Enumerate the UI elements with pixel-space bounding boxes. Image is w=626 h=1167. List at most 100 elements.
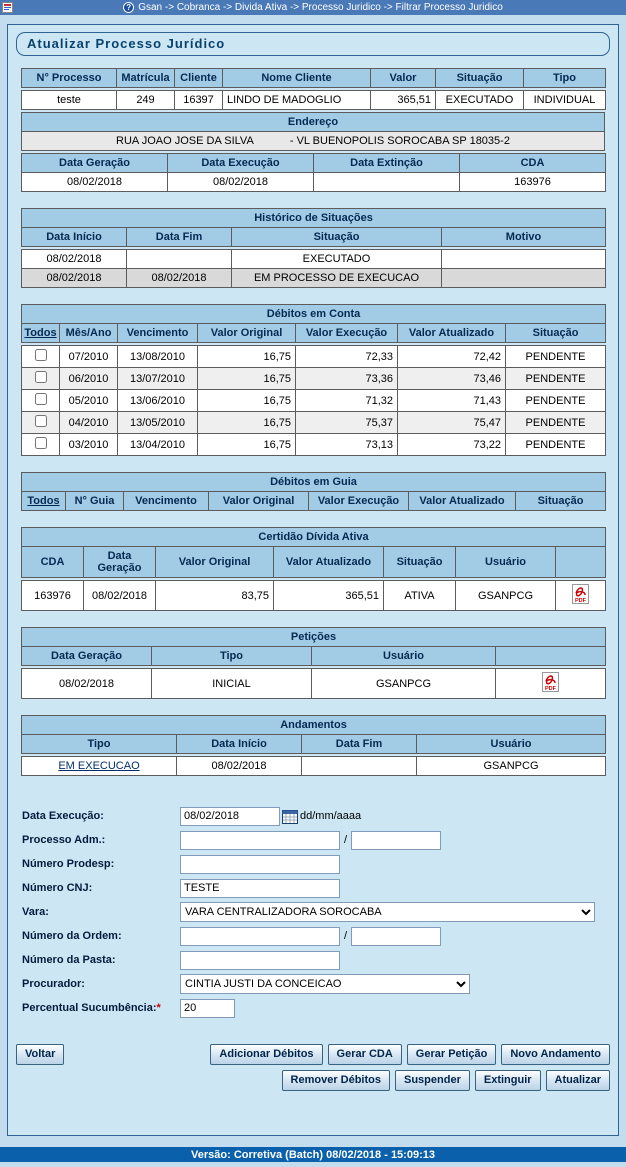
numero-pasta-input[interactable] bbox=[180, 950, 340, 970]
table-row: 08/02/2018 INICIAL GSANPCG PDF bbox=[21, 668, 606, 699]
historico-header-table: Histórico de Situações Data Início Data … bbox=[20, 208, 607, 247]
section-title: Andamentos bbox=[21, 715, 606, 735]
matricula-cell: 249 bbox=[116, 90, 175, 110]
valor-atualizado-cell: 72,42 bbox=[397, 345, 506, 368]
col-header: Tipo bbox=[21, 734, 177, 754]
process-dates-table: Data Geração Data Execução Data Extinção… bbox=[21, 153, 606, 192]
numero-ordem-input-1[interactable] bbox=[180, 926, 340, 946]
version-text: Versão: Corretiva (Batch) 08/02/2018 - 1… bbox=[191, 1148, 435, 1161]
process-summary-section: N° Processo Matrícula Cliente Nome Clien… bbox=[21, 68, 606, 192]
debitos-conta-header-table: Débitos em Conta Todos Mês/Ano Venciment… bbox=[20, 304, 607, 343]
col-header: CDA bbox=[21, 546, 84, 578]
valor-execucao-cell: 73,13 bbox=[295, 433, 398, 456]
required-mark: * bbox=[156, 1002, 161, 1014]
data-fim-cell: 08/02/2018 bbox=[126, 268, 232, 288]
data-execucao-input[interactable] bbox=[180, 806, 280, 826]
extinguir-button[interactable]: Extinguir bbox=[474, 1070, 541, 1091]
col-header: Vencimento bbox=[117, 323, 198, 343]
col-header: Situação bbox=[435, 68, 524, 88]
mes-ano-cell: 03/2010 bbox=[59, 433, 118, 456]
form-row-data-execucao: Data Execução: dd/mm/aaaa bbox=[22, 806, 608, 826]
historico-section: Histórico de Situações Data Início Data … bbox=[20, 208, 607, 288]
table-row: 07/2010 13/08/2010 16,75 72,33 72,42 PEN… bbox=[21, 345, 606, 368]
situacao-cell: PENDENTE bbox=[505, 411, 606, 434]
situacao-cell: PENDENTE bbox=[505, 389, 606, 412]
col-header: Cliente bbox=[174, 68, 223, 88]
pdf-icon[interactable]: PDF bbox=[541, 672, 560, 692]
form-row-processo-adm: Processo Adm.: / bbox=[22, 830, 608, 850]
field-label: Número Prodesp: bbox=[22, 858, 115, 870]
data-execucao-cell: 08/02/2018 bbox=[167, 172, 314, 192]
date-format-hint: dd/mm/aaaa bbox=[300, 810, 362, 822]
col-header: Situação bbox=[231, 227, 442, 247]
svg-text:PDF: PDF bbox=[545, 686, 557, 692]
col-header: Data Extinção bbox=[313, 153, 460, 173]
debito-conta-checkbox[interactable] bbox=[34, 415, 47, 427]
numero-processo-cell: teste bbox=[21, 90, 117, 110]
percentual-sucumbencia-input[interactable] bbox=[180, 998, 235, 1018]
update-form: Data Execução: dd/mm/aaaa Processo Adm.:… bbox=[22, 806, 608, 1018]
voltar-button[interactable]: Voltar bbox=[16, 1044, 65, 1065]
col-header: Vencimento bbox=[123, 491, 209, 511]
numero-ordem-input-2[interactable] bbox=[351, 926, 442, 946]
select-all-debitos-guia-link[interactable]: Todos bbox=[27, 495, 60, 507]
situacao-cell: PENDENTE bbox=[505, 367, 606, 390]
debitos-guia-section: Débitos em Guia Todos N° Guia Vencimento… bbox=[20, 472, 607, 511]
debito-conta-checkbox[interactable] bbox=[34, 393, 47, 405]
col-header: Valor Original bbox=[155, 546, 274, 578]
numero-cnj-input[interactable] bbox=[180, 878, 340, 898]
data-inicio-cell: 08/02/2018 bbox=[21, 249, 127, 269]
col-header: N° Guia bbox=[65, 491, 124, 511]
numero-prodesp-input[interactable] bbox=[180, 854, 340, 874]
mes-ano-cell: 06/2010 bbox=[59, 367, 118, 390]
field-label: Procurador: bbox=[22, 978, 85, 990]
usuario-cell: GSANPCG bbox=[455, 580, 556, 611]
valor-original-cell: 16,75 bbox=[197, 433, 296, 456]
debito-conta-checkbox[interactable] bbox=[34, 349, 47, 361]
endereco-table: Endereço RUA JOAO JOSE DA SILVA - VL BUE… bbox=[21, 112, 605, 151]
valor-execucao-cell: 71,32 bbox=[295, 389, 398, 412]
gerar-cda-button[interactable]: Gerar CDA bbox=[327, 1044, 402, 1065]
processo-adm-input-2[interactable] bbox=[351, 830, 442, 850]
processo-adm-input-1[interactable] bbox=[180, 830, 340, 850]
data-inicio-cell: 08/02/2018 bbox=[176, 756, 302, 776]
form-row-vara: Vara: VARA CENTRALIZADORA SOROCABA bbox=[22, 902, 608, 922]
breadcrumb-bar: ? Gsan -> Cobranca -> Divida Ativa -> Pr… bbox=[0, 0, 626, 15]
table-row: 06/2010 13/07/2010 16,75 73,36 73,46 PEN… bbox=[21, 367, 606, 390]
table-row: 08/02/2018 08/02/2018 EM PROCESSO DE EXE… bbox=[21, 268, 606, 288]
atualizar-button[interactable]: Atualizar bbox=[545, 1070, 610, 1091]
tipo-cell: EM EXECUCAO bbox=[21, 756, 177, 776]
data-extincao-cell bbox=[313, 172, 460, 192]
valor-atualizado-cell: 71,43 bbox=[397, 389, 506, 412]
vara-select[interactable]: VARA CENTRALIZADORA SOROCABA bbox=[180, 902, 595, 922]
gerar-peticao-button[interactable]: Gerar Petição bbox=[406, 1044, 497, 1065]
andamento-tipo-link[interactable]: EM EXECUCAO bbox=[58, 760, 140, 772]
debito-conta-checkbox[interactable] bbox=[34, 371, 47, 383]
endereco-title: Endereço bbox=[21, 112, 605, 132]
calendar-icon[interactable] bbox=[282, 809, 298, 824]
vencimento-cell: 13/08/2010 bbox=[117, 345, 198, 368]
documento-cell: PDF bbox=[555, 580, 606, 611]
novo-andamento-button[interactable]: Novo Andamento bbox=[501, 1044, 610, 1065]
select-all-debitos-conta-link[interactable]: Todos bbox=[24, 327, 57, 339]
col-header: Valor Original bbox=[208, 491, 309, 511]
vencimento-cell: 13/05/2010 bbox=[117, 411, 198, 434]
col-header: Data Fim bbox=[301, 734, 417, 754]
suspender-button[interactable]: Suspender bbox=[395, 1070, 470, 1091]
certidao-section: Certidão Dívida Ativa CDA Data Geração V… bbox=[20, 527, 607, 611]
usuario-cell: GSANPCG bbox=[311, 668, 496, 699]
col-header-empty bbox=[495, 646, 606, 666]
field-label: Número da Ordem: bbox=[22, 930, 122, 942]
debito-conta-checkbox[interactable] bbox=[34, 437, 47, 449]
help-icon[interactable]: ? bbox=[123, 2, 135, 13]
cda-cell: 163976 bbox=[459, 172, 606, 192]
peticoes-header-table: Petições Data Geração Tipo Usuário bbox=[21, 627, 606, 666]
action-bar-2: Remover Débitos Suspender Extinguir Atua… bbox=[16, 1070, 610, 1091]
procurador-select[interactable]: CINTIA JUSTI DA CONCEICAO bbox=[180, 974, 470, 994]
vencimento-cell: 13/06/2010 bbox=[117, 389, 198, 412]
adicionar-debitos-button[interactable]: Adicionar Débitos bbox=[210, 1044, 323, 1065]
col-header: Valor Execução bbox=[295, 323, 398, 343]
remover-debitos-button[interactable]: Remover Débitos bbox=[281, 1070, 390, 1091]
col-header: Valor Atualizado bbox=[273, 546, 384, 578]
pdf-icon[interactable]: PDF bbox=[571, 584, 590, 604]
